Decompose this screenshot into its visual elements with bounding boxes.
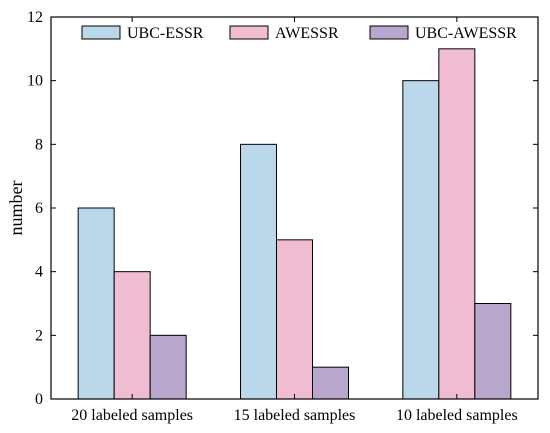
legend: UBC-ESSR AWESSR UBC-AWESSR bbox=[81, 25, 517, 42]
bar-ubc-essr-2 bbox=[240, 143, 277, 400]
x-tick-label: 10 labeled samples bbox=[396, 407, 518, 424]
legend-swatch bbox=[369, 25, 409, 40]
legend-swatch bbox=[229, 25, 269, 40]
y-tick-label: 12 bbox=[27, 9, 43, 26]
bar-ubc-essr-1 bbox=[77, 207, 115, 400]
bar-awessr-3 bbox=[438, 48, 476, 400]
bars-group bbox=[77, 48, 512, 400]
x-tick-label: 15 labeled samples bbox=[234, 407, 356, 424]
bar-ubc-awessr-1 bbox=[149, 334, 187, 400]
y-tick-label: 2 bbox=[35, 327, 43, 344]
bar-ubc-essr-3 bbox=[402, 80, 440, 400]
legend-label: UBC-AWESSR bbox=[415, 25, 517, 42]
plot-frame bbox=[50, 16, 539, 400]
legend-label: UBC-ESSR bbox=[127, 25, 204, 42]
y-tick-label: 4 bbox=[35, 264, 43, 281]
bar-ubc-awessr-2 bbox=[312, 366, 349, 400]
bar-ubc-awessr-3 bbox=[474, 303, 512, 400]
bar-awessr-1 bbox=[113, 271, 151, 400]
legend-swatch bbox=[81, 25, 121, 40]
legend-label: AWESSR bbox=[275, 25, 339, 42]
y-axis-ticks: 0 2 4 6 8 10 12 bbox=[27, 9, 538, 408]
y-tick-label: 10 bbox=[27, 73, 43, 90]
y-axis-title: number bbox=[6, 181, 26, 236]
bar-awessr-2 bbox=[276, 239, 313, 400]
x-tick-label: 20 labeled samples bbox=[71, 407, 193, 424]
x-axis-ticks: 20 labeled samples 15 labeled samples 10 l… bbox=[71, 17, 518, 424]
y-tick-label: 0 bbox=[35, 391, 43, 408]
y-tick-label: 8 bbox=[35, 136, 43, 153]
y-tick-label: 6 bbox=[35, 200, 43, 217]
